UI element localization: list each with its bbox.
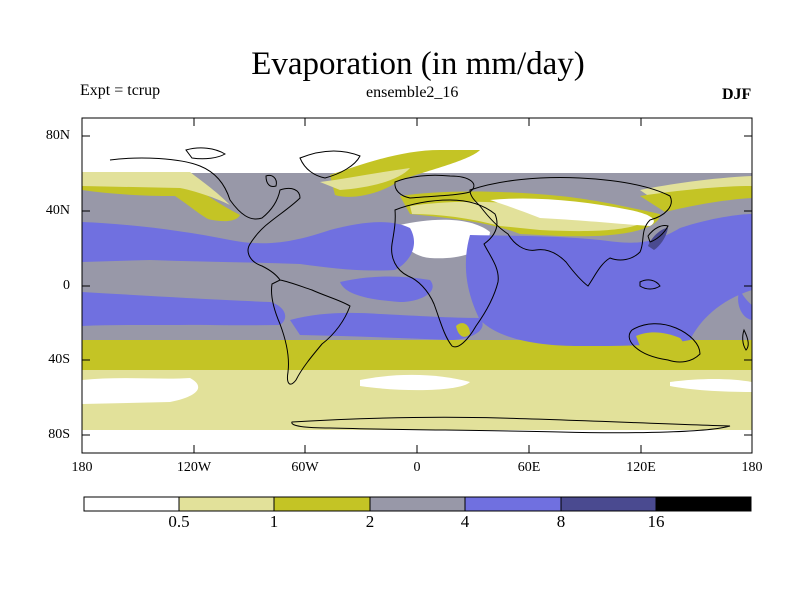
lat-tick-80n: 80N (45, 128, 70, 143)
map-frame (81, 117, 753, 454)
lon-tick-180e: 180 (741, 460, 763, 475)
colorbar (83, 496, 752, 512)
colorbar-label-0.5: 0.5 (168, 512, 190, 531)
lon-tick-60e: 60E (517, 460, 541, 475)
ensemble-label: ensemble2_16 (366, 84, 459, 101)
coastlines (109, 147, 749, 434)
colorbar-label-8: 8 (556, 512, 566, 531)
contour-fields (82, 118, 752, 453)
lon-tick-120w: 120W (176, 460, 212, 475)
colorbar-label-1: 1 (269, 512, 279, 531)
experiment-label: Expt = tcrup (80, 82, 161, 99)
colorbar-label-4: 4 (460, 512, 470, 531)
season-label: DJF (722, 86, 752, 103)
lat-tick-40s: 40S (48, 352, 70, 367)
lat-tick-0: 0 (63, 278, 70, 293)
colorbar-swatch-4 (370, 497, 465, 511)
lat-tick-80s: 80S (48, 427, 70, 442)
colorbar-swatch-7 (656, 497, 751, 511)
plot-title: Evaporation (in mm/day) (251, 46, 585, 82)
lon-tick-120e: 120E (626, 460, 656, 475)
lat-tick-40n: 40N (45, 203, 70, 218)
lon-tick-180w: 180 (71, 460, 93, 475)
colorbar-swatch-3 (274, 497, 370, 511)
lon-tick-60w: 60W (291, 460, 319, 475)
lon-tick-0: 0 (413, 460, 421, 475)
colorbar-swatch-6 (561, 497, 656, 511)
colorbar-swatch-2 (179, 497, 274, 511)
colorbar-label-2: 2 (365, 512, 375, 531)
colorbar-label-16: 16 (647, 512, 665, 531)
colorbar-swatch-5 (465, 497, 561, 511)
colorbar-swatch-1 (84, 497, 179, 511)
